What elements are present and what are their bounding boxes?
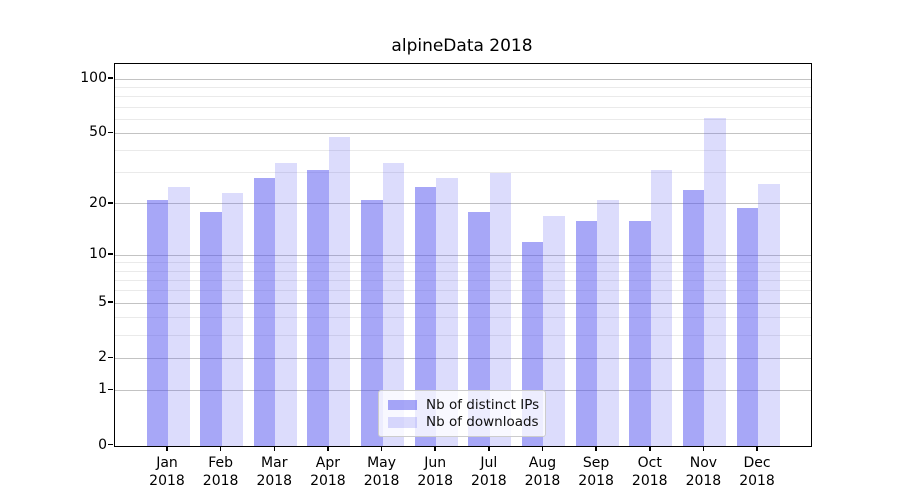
- x-tick-mark: [595, 446, 597, 451]
- minor-gridline: [115, 172, 811, 174]
- x-tick-label-may: May 2018: [363, 454, 400, 489]
- minor-gridline: [115, 290, 811, 292]
- minor-gridline: [115, 96, 811, 98]
- minor-gridline: [115, 279, 811, 281]
- y-tick-mark: [107, 443, 113, 446]
- bar-dec-distinct-ips: [736, 207, 759, 446]
- x-tick-mark: [702, 446, 705, 451]
- major-gridline: [115, 132, 811, 134]
- x-tick-mark: [273, 446, 276, 451]
- x-tick-label-oct: Oct 2018: [631, 454, 668, 489]
- chart-title: alpineData 2018: [391, 36, 533, 56]
- minor-gridline: [115, 262, 811, 264]
- y-tick-label-10: 10: [89, 246, 107, 263]
- x-tick-label-apr: Apr 2018: [310, 454, 346, 489]
- x-tick-label-jul: Jul 2018: [471, 454, 507, 489]
- bar-jun-downloads: [436, 178, 458, 446]
- bar-jul-downloads: [489, 172, 512, 446]
- legend-swatch-distinct-ips: [388, 399, 417, 410]
- legend-item-downloads: Nb of downloads: [388, 414, 539, 432]
- y-tick-label-1: 1: [98, 381, 107, 398]
- bar-aug-downloads: [543, 216, 565, 446]
- legend-label-distinct-ips: Nb of distinct IPs: [426, 396, 540, 413]
- y-tick-label-0: 0: [98, 436, 107, 453]
- x-tick-mark: [541, 446, 544, 451]
- bar-nov-downloads: [704, 117, 726, 446]
- minor-gridline: [115, 118, 811, 120]
- x-tick-mark: [327, 446, 329, 451]
- bar-nov-distinct-ips: [682, 189, 705, 446]
- y-tick-label-20: 20: [89, 194, 107, 211]
- y-tick-label-5: 5: [98, 294, 107, 311]
- y-tick-mark: [107, 356, 113, 359]
- x-tick-mark: [219, 446, 222, 451]
- major-gridline: [115, 203, 811, 205]
- y-tick-label-50: 50: [89, 124, 107, 141]
- minor-gridline: [115, 317, 811, 319]
- x-tick-label-mar: Mar 2018: [256, 454, 293, 489]
- y-tick-mark: [107, 301, 113, 303]
- x-tick-mark: [434, 446, 436, 451]
- bar-mar-distinct-ips: [253, 178, 276, 446]
- x-tick-mark: [380, 446, 383, 451]
- bar-may-distinct-ips: [361, 200, 383, 446]
- bar-jul-distinct-ips: [468, 211, 490, 446]
- bar-jan-downloads: [168, 186, 190, 446]
- y-tick-label-2: 2: [98, 349, 107, 366]
- bar-feb-distinct-ips: [200, 211, 222, 446]
- minor-gridline: [115, 86, 811, 88]
- bar-oct-distinct-ips: [629, 220, 651, 446]
- bar-apr-distinct-ips: [307, 170, 329, 446]
- legend: Nb of distinct IPs Nb of downloads: [378, 390, 546, 437]
- bar-sep-distinct-ips: [575, 220, 598, 446]
- major-gridline: [115, 78, 811, 80]
- y-tick-mark: [107, 202, 113, 204]
- legend-item-distinct-ips: Nb of distinct IPs: [388, 396, 540, 414]
- x-tick-label-dec: Dec 2018: [739, 454, 775, 489]
- minor-gridline: [115, 334, 811, 336]
- bar-feb-downloads: [221, 193, 244, 446]
- bar-mar-downloads: [275, 163, 297, 446]
- bar-dec-downloads: [758, 183, 780, 446]
- major-gridline: [115, 254, 811, 256]
- x-tick-label-jan: Jan 2018: [149, 454, 185, 489]
- bar-jun-distinct-ips: [414, 186, 437, 446]
- major-gridline: [115, 302, 811, 304]
- major-gridline: [115, 357, 811, 359]
- x-tick-mark: [649, 446, 651, 451]
- bar-sep-downloads: [597, 200, 619, 446]
- plot-area: [114, 63, 812, 447]
- x-tick-label-aug: Aug 2018: [524, 454, 561, 489]
- minor-gridline: [115, 106, 811, 108]
- x-tick-mark: [166, 446, 168, 451]
- x-tick-label-sep: Sep 2018: [578, 454, 614, 489]
- y-tick-label-100: 100: [80, 70, 107, 87]
- minor-gridline: [115, 150, 811, 152]
- legend-swatch-downloads: [388, 417, 417, 428]
- y-tick-mark: [107, 77, 113, 79]
- x-tick-mark: [488, 446, 490, 451]
- y-tick-mark: [107, 131, 113, 134]
- bar-may-downloads: [382, 163, 405, 446]
- x-tick-label-feb: Feb 2018: [202, 454, 239, 489]
- bar-oct-downloads: [650, 170, 673, 446]
- x-tick-label-nov: Nov 2018: [685, 454, 722, 489]
- x-tick-label-jun: Jun 2018: [417, 454, 453, 489]
- minor-gridline: [115, 270, 811, 272]
- legend-label-downloads: Nb of downloads: [426, 414, 539, 431]
- y-tick-mark: [107, 388, 113, 391]
- bar-jan-distinct-ips: [146, 200, 168, 446]
- x-tick-mark: [756, 446, 758, 451]
- y-tick-mark: [107, 253, 113, 255]
- bar-apr-downloads: [328, 136, 351, 446]
